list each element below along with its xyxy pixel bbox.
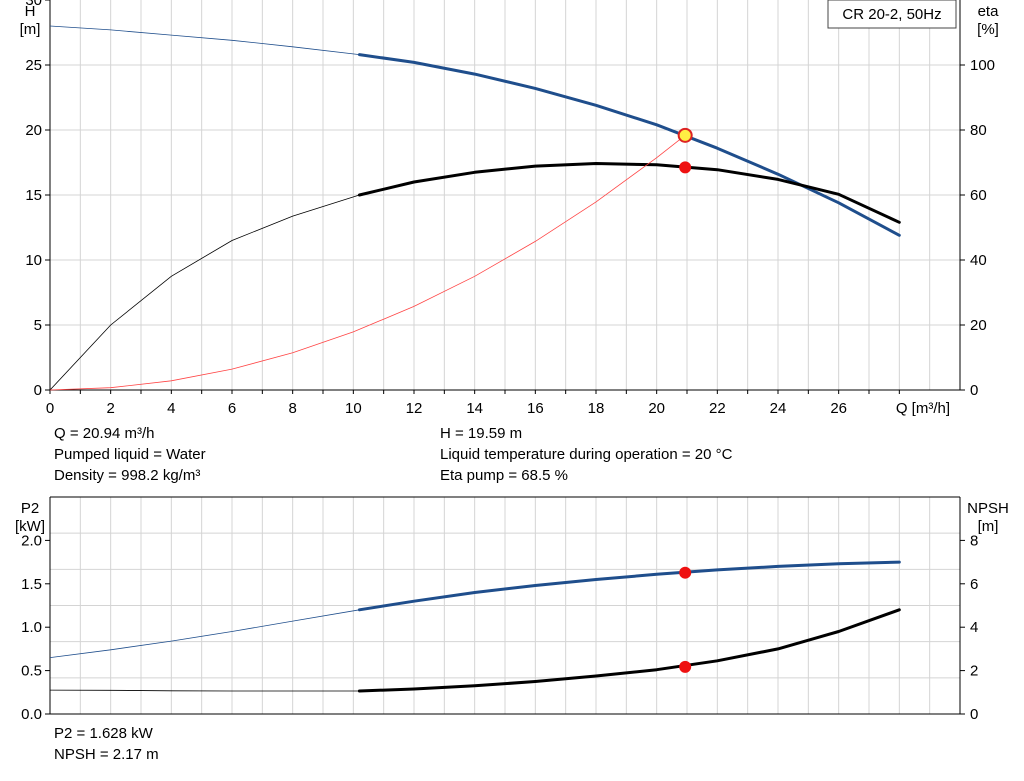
chart1-series-1-active-range	[357, 608, 901, 693]
chart1-ytick-label-left: 1.5	[21, 576, 42, 593]
chart0-ylabel-right-unit: [%]	[977, 21, 999, 38]
chart0-ytick-label-right: 100	[970, 57, 995, 74]
info-head: H = 19.59 m	[440, 425, 523, 442]
chart0-duty-point-0	[677, 127, 693, 143]
info-liquid-temperature: Liquid temperature during operation = 20…	[440, 446, 733, 463]
chart-title: CR 20-2, 50Hz	[842, 6, 941, 23]
info-flow: Q = 20.94 m³/h	[54, 425, 155, 442]
chart0-xtick-label: 18	[588, 400, 605, 417]
chart0-xtick-label: 12	[406, 400, 423, 417]
chart-title-box	[827, 0, 957, 29]
chart1-duty-point-0	[679, 566, 692, 579]
chart0-ytick-label-right: 40	[970, 252, 987, 269]
chart1-ylabel-left-unit: [kW]	[15, 518, 45, 535]
chart0-xtick-label: 6	[228, 400, 236, 417]
info-eta-pump: Eta pump = 68.5 %	[440, 467, 568, 484]
chart0-xtick-label: 22	[709, 400, 726, 417]
chart0-ytick-label-right: 80	[970, 122, 987, 139]
chart0-ytick-label-right: 0	[970, 382, 978, 399]
chart0-ytick-label-left: 15	[25, 187, 42, 204]
chart0-ylabel-left-unit: [m]	[20, 21, 41, 38]
info-npsh: NPSH = 2.17 m	[54, 746, 159, 763]
info-power-p2: P2 = 1.628 kW	[54, 725, 153, 742]
chart0-xtick-label: 2	[106, 400, 114, 417]
chart0-ylabel-right-name: eta	[978, 3, 1000, 20]
chart0-series-1-active-range	[357, 162, 901, 224]
chart0-ytick-label-left: 25	[25, 57, 42, 74]
chart1-ytick-label-left: 0.5	[21, 663, 42, 680]
chart0-ytick-label-right: 20	[970, 317, 987, 334]
chart0-xtick-label: 10	[345, 400, 362, 417]
chart1-series-0-active-range	[357, 560, 901, 612]
chart1-ylabel-left-name: P2	[21, 500, 39, 517]
info-density: Density = 998.2 kg/m³	[54, 467, 201, 484]
chart0-xtick-label: 14	[466, 400, 483, 417]
chart1-ylabel-right-unit: [m]	[978, 518, 999, 535]
chart0-ytick-label-left: 10	[25, 252, 42, 269]
chart1-ytick-label-right: 8	[970, 532, 978, 549]
chart1-ytick-label-left: 2.0	[21, 532, 42, 549]
chart1-ylabel-right-name: NPSH	[967, 500, 1009, 517]
chart0-series-0-active-range	[357, 53, 901, 237]
chart0-ytick-label-left: 5	[34, 317, 42, 334]
chart1-duty-point-1	[679, 660, 692, 673]
x-axis-label: Q [m³/h]	[896, 400, 950, 417]
chart0-xtick-label: 8	[288, 400, 296, 417]
chart0-ytick-label-left: 20	[25, 122, 42, 139]
chart1-ytick-label-right: 4	[970, 619, 978, 636]
chart0-ytick-label-right: 60	[970, 187, 987, 204]
chart1-ytick-label-left: 1.0	[21, 619, 42, 636]
chart0-xtick-label: 16	[527, 400, 544, 417]
chart0-xtick-label: 20	[648, 400, 665, 417]
chart0-xtick-label: 26	[830, 400, 847, 417]
chart0-xtick-label: 24	[770, 400, 787, 417]
chart1-ytick-label-right: 0	[970, 706, 978, 723]
chart0-duty-point-1	[679, 161, 692, 174]
chart1-ytick-label-right: 6	[970, 576, 978, 593]
chart0-ylabel-left-name: H	[25, 3, 36, 20]
chart0-ytick-label-left: 30	[25, 0, 42, 9]
chart1-ytick-label-left: 0.0	[21, 706, 42, 723]
chart1-ytick-label-right: 2	[970, 663, 978, 680]
info-pumped-liquid: Pumped liquid = Water	[54, 446, 206, 463]
chart0-xtick-label: 4	[167, 400, 175, 417]
chart0-series-2-line	[49, 134, 686, 391]
chart0-xtick-label: 0	[46, 400, 54, 417]
chart0-ytick-label-left: 0	[34, 382, 42, 399]
